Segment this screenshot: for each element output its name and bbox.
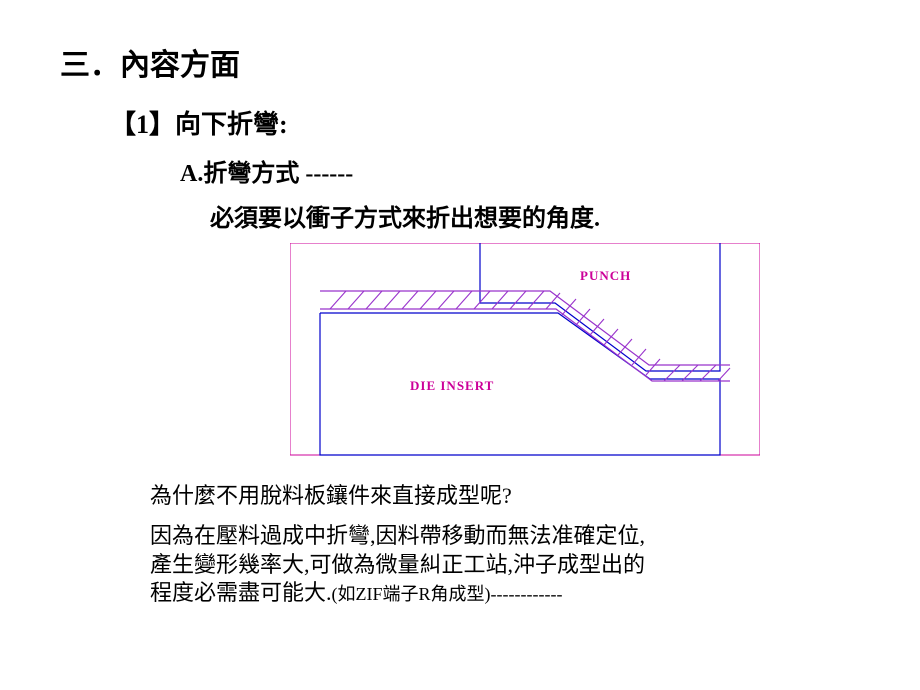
bending-diagram: PUNCH DIE INSERT (290, 243, 760, 463)
heading-section: 三．內容方面 (60, 40, 860, 84)
answer-text: 因為在壓料過成中折彎,因料帶移動而無法准確定位, 產生變形幾率大,可做為微量糾正… (150, 522, 860, 608)
answer-line-3b: (如ZIF端子R角成型)------------ (332, 584, 563, 604)
heading-subitem: A.折彎方式 ------ (180, 153, 860, 188)
answer-line-1: 因為在壓料過成中折彎,因料帶移動而無法准確定位, (150, 523, 645, 548)
die-insert-label: DIE INSERT (410, 378, 494, 394)
heading-item: 【1】向下折彎: (110, 104, 860, 141)
answer-line-2: 產生變形幾率大,可做為微量糾正工站,沖子成型出的 (150, 552, 645, 577)
answer-line-3a: 程度必需盡可能大. (150, 580, 332, 605)
question-text: 為什麼不用脫料板鑲件來直接成型呢? (150, 478, 860, 510)
diagram-svg (290, 243, 760, 463)
body-description: 必須要以衝子方式來折出想要的角度. (210, 198, 860, 233)
punch-label: PUNCH (580, 268, 631, 284)
